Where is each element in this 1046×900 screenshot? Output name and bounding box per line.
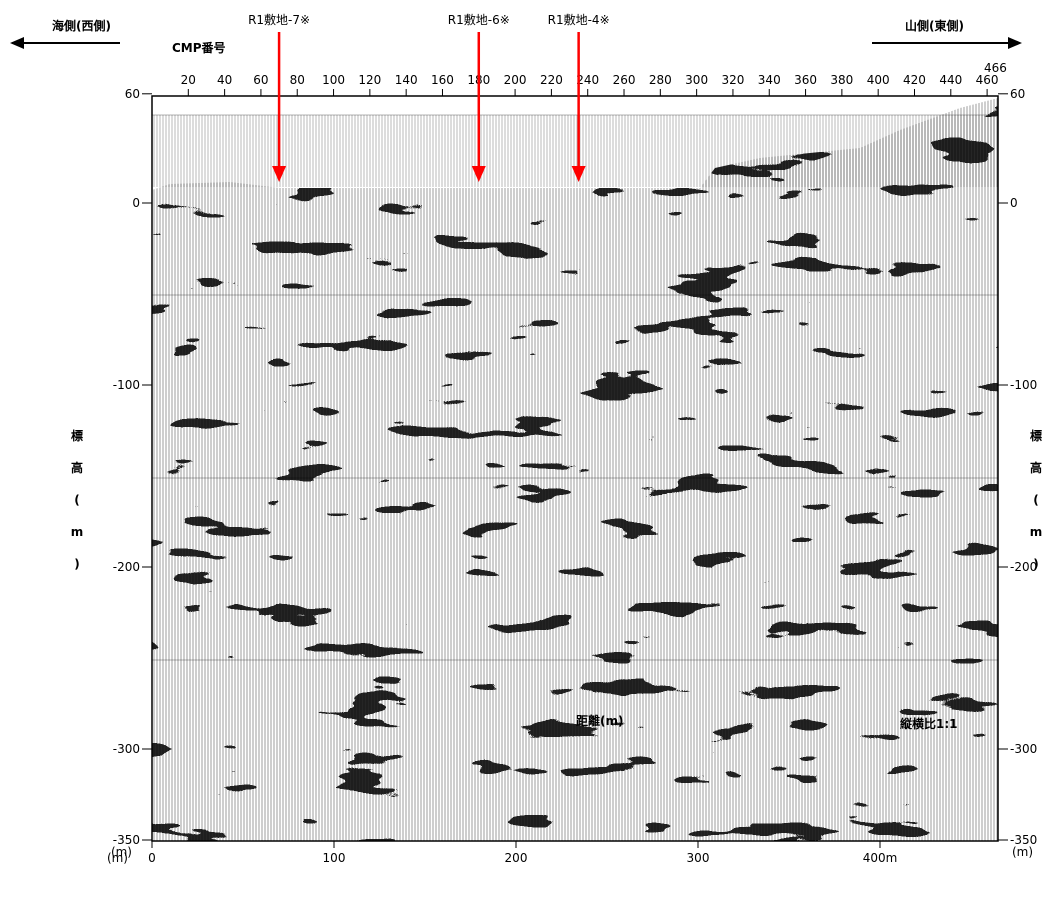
elevation-tick-label: -350: [113, 833, 140, 847]
distance-unit: (m): [107, 851, 128, 865]
cmp-tick-label: 200: [504, 73, 527, 87]
elevation-tick-label: 60: [1010, 87, 1025, 101]
cmp-tick-label: 100: [322, 73, 345, 87]
elevation-tick-label: 0: [132, 196, 140, 210]
elevation-tick-label: -350: [1010, 833, 1037, 847]
cmp-tick-group: 2040608010012014016018020022024026028030…: [181, 73, 999, 96]
cmp-tick-label: 140: [395, 73, 418, 87]
distance-tick-label: 0: [148, 851, 156, 865]
elevation-unit: (m): [111, 845, 132, 859]
distance-ticks: 0 100 200 300 400m (m): [107, 841, 897, 865]
cmp-tick-label: 440: [939, 73, 962, 87]
elevation-tick-label: -300: [1010, 742, 1037, 756]
distance-tick-label: 300: [687, 851, 710, 865]
cmp-tick-label: 460: [976, 73, 999, 87]
borehole-label: R1敷地-6※: [448, 12, 510, 27]
elevation-tick-label: 0: [1010, 196, 1018, 210]
cmp-tick-label: 120: [358, 73, 381, 87]
cmp-tick-label: 360: [794, 73, 817, 87]
cmp-tick-label: 240: [576, 73, 599, 87]
borehole-markers: R1敷地-7※ R1敷地-6※ R1敷地-4※: [248, 12, 610, 182]
distance-tick-label: 200: [505, 851, 528, 865]
cmp-tick-label: 300: [685, 73, 708, 87]
aspect-ratio-label: 縦横比1:1: [900, 716, 958, 731]
cmp-end-label: 466: [984, 61, 1007, 75]
cmp-tick-label: 420: [903, 73, 926, 87]
elevation-ticks-left: 60 0 -100 -200 -300 -350(m): [111, 87, 152, 859]
borehole-arrow-head: [471, 166, 486, 182]
cmp-axis-label: CMP番号: [172, 40, 226, 55]
distance-tick-label: 100: [323, 851, 346, 865]
elevation-tick-label: -200: [113, 560, 140, 574]
y-axis-title-right: 標高(m): [1030, 428, 1043, 571]
cmp-tick-label: 20: [181, 73, 196, 87]
cmp-tick-label: 80: [290, 73, 305, 87]
west-direction-arrow: [10, 37, 120, 49]
elevation-ticks-right: 60 0 -100 -200 -300 -350(m): [998, 87, 1037, 859]
cmp-tick-label: 340: [758, 73, 781, 87]
west-label: 海側(西側): [52, 18, 111, 33]
elevation-tick-label: -300: [113, 742, 140, 756]
elevation-unit: (m): [1012, 845, 1033, 859]
distance-tick-label: 400m: [863, 851, 898, 865]
elevation-tick-label: 60: [125, 87, 140, 101]
cmp-tick-label: 380: [830, 73, 853, 87]
cmp-tick-label: 280: [649, 73, 672, 87]
cmp-tick-label: 220: [540, 73, 563, 87]
borehole-arrow-head: [571, 166, 586, 182]
elevation-tick-label: -100: [113, 378, 140, 392]
elevation-tick-label: -200: [1010, 560, 1037, 574]
svg-text:標高(m): 標高(m): [71, 428, 84, 571]
cmp-tick-label: 40: [217, 73, 232, 87]
svg-text:標高(m): 標高(m): [1030, 428, 1043, 571]
cmp-tick-label: 160: [431, 73, 454, 87]
y-axis-title-left: 標高(m): [71, 428, 84, 571]
borehole-label: R1敷地-7※: [248, 12, 310, 27]
east-direction-arrow: [872, 37, 1022, 49]
borehole-arrow-head: [272, 166, 287, 182]
x-axis-title: 距離(m): [576, 713, 623, 728]
cmp-tick-label: 400: [867, 73, 890, 87]
cmp-tick-label: 60: [253, 73, 268, 87]
seismic-section: [151, 95, 999, 842]
cmp-tick-label: 260: [613, 73, 636, 87]
east-label: 山側(東側): [905, 18, 964, 33]
borehole-label: R1敷地-4※: [548, 12, 610, 27]
cmp-tick-label: 320: [721, 73, 744, 87]
elevation-tick-label: -100: [1010, 378, 1037, 392]
